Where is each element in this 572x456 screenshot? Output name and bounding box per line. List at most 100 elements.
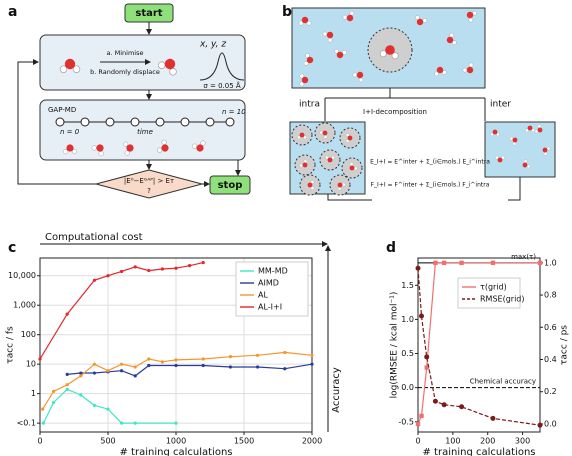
point (65, 372, 69, 376)
sigma-text: σ = 0.05 Å (203, 81, 241, 90)
oxygen (301, 16, 309, 24)
point (79, 374, 83, 378)
branch-label: intra (299, 100, 320, 110)
hydrogen (123, 141, 129, 147)
oxygen (527, 125, 533, 131)
x-tick-label: 300 (515, 437, 530, 446)
branch-label: inter (490, 100, 511, 110)
hydrogen (490, 132, 494, 137)
oxygen (326, 31, 334, 39)
oxygen (512, 137, 518, 143)
molecule (157, 139, 169, 153)
hydrogen (299, 163, 303, 168)
molecule (349, 162, 358, 171)
hydrogen (322, 31, 328, 37)
hydrogen (434, 71, 439, 77)
decision (94, 169, 204, 199)
hydrogen (91, 145, 97, 151)
hydrogen (345, 139, 350, 143)
oxygen (96, 144, 104, 152)
axes-text: x, y, z (199, 40, 226, 50)
hydrogen (169, 68, 177, 76)
point (52, 400, 56, 405)
start-text: start (135, 8, 162, 19)
point (106, 274, 110, 278)
oxygen (161, 144, 169, 152)
point (133, 374, 137, 378)
point (160, 267, 164, 271)
panel-label: b (282, 4, 292, 20)
y-tick-label: 10 (26, 360, 36, 369)
point (92, 371, 96, 375)
oxygen (466, 66, 474, 74)
oxygen (322, 130, 328, 136)
y-tick-label: 1 (31, 389, 36, 398)
series-line (39, 262, 204, 360)
point (120, 269, 124, 274)
oxygen (337, 182, 343, 188)
molecule (342, 10, 355, 22)
x-tick-label: 0 (37, 437, 42, 446)
point (441, 260, 447, 266)
point (41, 407, 45, 411)
molecule (534, 124, 543, 134)
y2-tick-label: 0.6 (544, 323, 557, 332)
point (310, 353, 314, 357)
molecule (297, 132, 307, 140)
oxygen (385, 45, 395, 55)
hydrogen (523, 159, 528, 163)
point (490, 415, 496, 421)
molecule (522, 159, 531, 169)
y2-axis-label: τacc / ps (560, 325, 570, 365)
molecule (319, 130, 328, 139)
oxygen (196, 144, 204, 152)
hydrogen (72, 65, 81, 73)
y-tick-label: 1,000 (13, 301, 36, 310)
plot-frame (417, 257, 541, 433)
molecule (525, 125, 535, 133)
point (256, 365, 260, 369)
hydrogen (303, 135, 307, 140)
y-tick-label: 0.5 (401, 349, 414, 358)
annotation: Computational cost (45, 232, 143, 243)
panel-label: a (8, 4, 17, 20)
hydrogen (537, 124, 542, 128)
x-axis-label: # training calculations (120, 447, 233, 456)
point (174, 358, 178, 362)
point (310, 362, 314, 366)
point (201, 357, 205, 361)
y-tick-label: 10,000 (8, 271, 36, 280)
hydrogen (496, 132, 500, 137)
timeline-node (180, 117, 190, 127)
hydrogen (334, 48, 339, 54)
legend-label: AL (258, 291, 268, 300)
hydrogen (310, 186, 315, 190)
hydrogen (345, 133, 350, 137)
molecule (325, 155, 335, 163)
hydrogen (325, 155, 329, 160)
oxygen (347, 135, 353, 141)
hydrogen (306, 20, 312, 26)
timeline-node (80, 117, 90, 127)
point (174, 266, 178, 270)
point (147, 268, 151, 273)
hydrogen (472, 10, 478, 16)
hydrogen (342, 50, 347, 55)
y-tick-label: -0.5 (398, 417, 414, 426)
md-title: GAP-MD (48, 106, 76, 114)
timeline-node (105, 117, 115, 127)
point (52, 389, 56, 393)
hydrogen (512, 142, 517, 146)
hydrogen (297, 135, 301, 140)
y2-tick-label: 1.0 (544, 258, 557, 267)
y-tick-label: <0.1 (17, 419, 36, 428)
point (79, 393, 83, 397)
molecule (542, 146, 551, 156)
molecule (495, 155, 505, 163)
reference-label: max(τ) (511, 253, 536, 261)
point (283, 350, 287, 355)
molecule (303, 53, 314, 66)
hydrogen (415, 15, 420, 20)
molecule (307, 180, 315, 190)
oxygen (126, 144, 134, 152)
